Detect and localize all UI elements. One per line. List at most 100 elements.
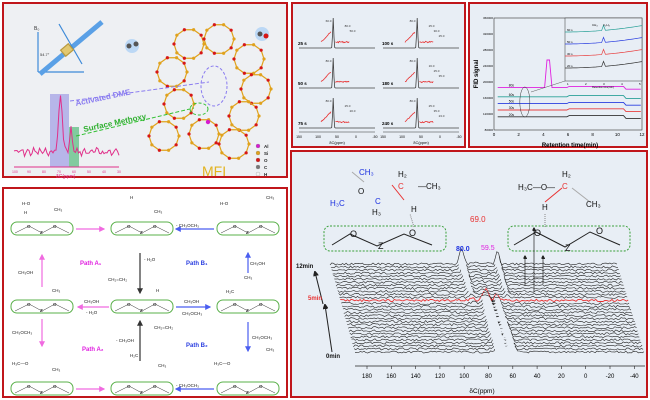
oxygen-atom [244,133,248,137]
zeolite-o-right-1: O [534,228,541,238]
peak-label: 35.0 [434,109,440,113]
struct-right-c: C [562,182,568,191]
silicon-atom [262,57,266,61]
gc-inset-x-tick: 5 [639,82,641,86]
oxygen-atom [266,78,270,82]
overview-tick-label: 50 [87,170,91,174]
path-b1-label: Path B₁ [186,261,208,267]
water-loss-label-center: - H₂O [86,310,98,315]
struct-left-c: C [375,197,381,206]
stack-axis-label: δC(ppm) [469,388,494,395]
gc-x-tick: 6 [567,132,570,137]
gc-trace [497,59,641,90]
panel-gc-chromatogram: FID signal Retention time(min) 360000 320… [468,2,648,149]
dme-loss-label-top: - CH₃OCH₃ [176,223,199,228]
gc-y-tick: 320000 [483,32,493,36]
nmr-spectrum-trace [299,97,375,129]
stack-tick-label: 40 [534,374,541,380]
oxygen-atom [182,56,186,60]
peak-label: 80.0 [345,24,351,28]
gc-trace [497,95,641,99]
silicon-atom [259,101,263,105]
oxygen-atom [165,84,169,88]
silicon-atom [158,61,162,65]
panel-mechanism-overview: B₀ 54.7° Activated DME Surface Methoxy 1… [2,2,288,180]
peak-label-69: 69.0 [470,215,486,224]
oxygen-atom [157,120,161,124]
dme-label-b: CH₃OCH₃ [182,311,202,316]
path-b2-label: Path B₂ [186,343,208,349]
nmr-tick-label: 50 [335,135,339,139]
dme-label-a2: CH₃OCH₃ [12,330,32,335]
nmr-tick-label: 100 [399,135,405,139]
zeolite-cluster [10,299,74,314]
species-ch3-ether: CH₃ [158,363,166,368]
gc-inset-peak-c2h4: C₂H₄ [603,23,610,27]
silicon-atom [252,71,256,75]
oxygen-atom [182,61,186,65]
zeolite-oxygen: O [27,302,31,307]
zeolite-z: Z [140,230,143,235]
oxygen-atom [227,156,231,160]
methoxy-pointer [75,107,195,137]
silicon-atom [257,114,261,118]
spectrum-time-label: 50 s [298,81,307,86]
peak-label: 25.0 [429,24,435,28]
struct-right-h: H [542,203,548,212]
oxygen-atom [227,128,231,132]
species-h-a1: H [24,210,27,215]
gc-series-label: 60s [509,93,515,97]
nmr-tick-label: 150 [380,135,386,139]
legend-label: Si [264,151,268,156]
gc-y-tick: 120000 [483,112,493,116]
panel-stacked-nmr: O Z O O Z O CH₃ O H₃C C H₃ H₂ C —CH₃ H H… [290,150,648,398]
oxygen-atom [172,88,176,92]
nmr-expanded-trace [404,111,416,123]
methanol-loss-label: - CH₃OH [116,338,134,343]
gc-x-tick: 8 [591,132,594,137]
silicon-atom [247,142,251,146]
zeolite-cluster [110,299,174,314]
species-oxonium-ch3: CH₃ [244,275,252,280]
spectrum-trace [337,284,626,293]
oxygen-atom [172,42,176,46]
silicon-atom [237,128,241,132]
legend-label: H [264,172,267,177]
struct-left-ch3-right: —CH₃ [418,182,441,191]
angle-label: 54.7° [40,52,50,57]
silicon-atom [182,116,186,120]
spectrum-time-label: 25 s [298,41,307,46]
struct-left-o: O [358,187,364,196]
silicon-atom [192,56,196,60]
zeolite-cluster [216,299,280,314]
struct-left-h: H [411,205,417,214]
silicon-atom [269,87,273,91]
silicon-atom [175,51,179,55]
aluminum-atom [205,119,211,125]
silicon-atom [247,100,251,104]
dme-band [50,94,69,167]
framework-ring [173,29,205,59]
oxygen-atom [227,114,231,118]
legend-label: C [264,165,268,170]
oxygen-atom [249,73,253,77]
zeolite-oxygen: O [233,302,237,307]
nmr-expanded-trace [320,111,332,123]
peak-label: 25.0 [439,34,445,38]
silicon-atom [235,66,239,70]
silicon-atom [165,93,169,97]
nmr-tick-label: -50 [372,135,377,139]
oxygen-atom [189,111,193,115]
water-loss-label: - H₂O [144,257,156,262]
stack-tick-label: -40 [630,374,639,380]
silicon-atom [205,46,209,50]
nmr-tick-label: 100 [315,135,321,139]
zeolite-bonds [14,225,70,234]
oxygen-atom [174,125,178,129]
species-ch3-b2: CH₃ [266,347,274,352]
silicon-atom [237,156,241,160]
zeolite-cluster [10,381,74,396]
surface-methoxy-label: Surface Methoxy [83,112,148,134]
silicon-atom [192,28,196,32]
oxygen-atom [242,43,246,47]
